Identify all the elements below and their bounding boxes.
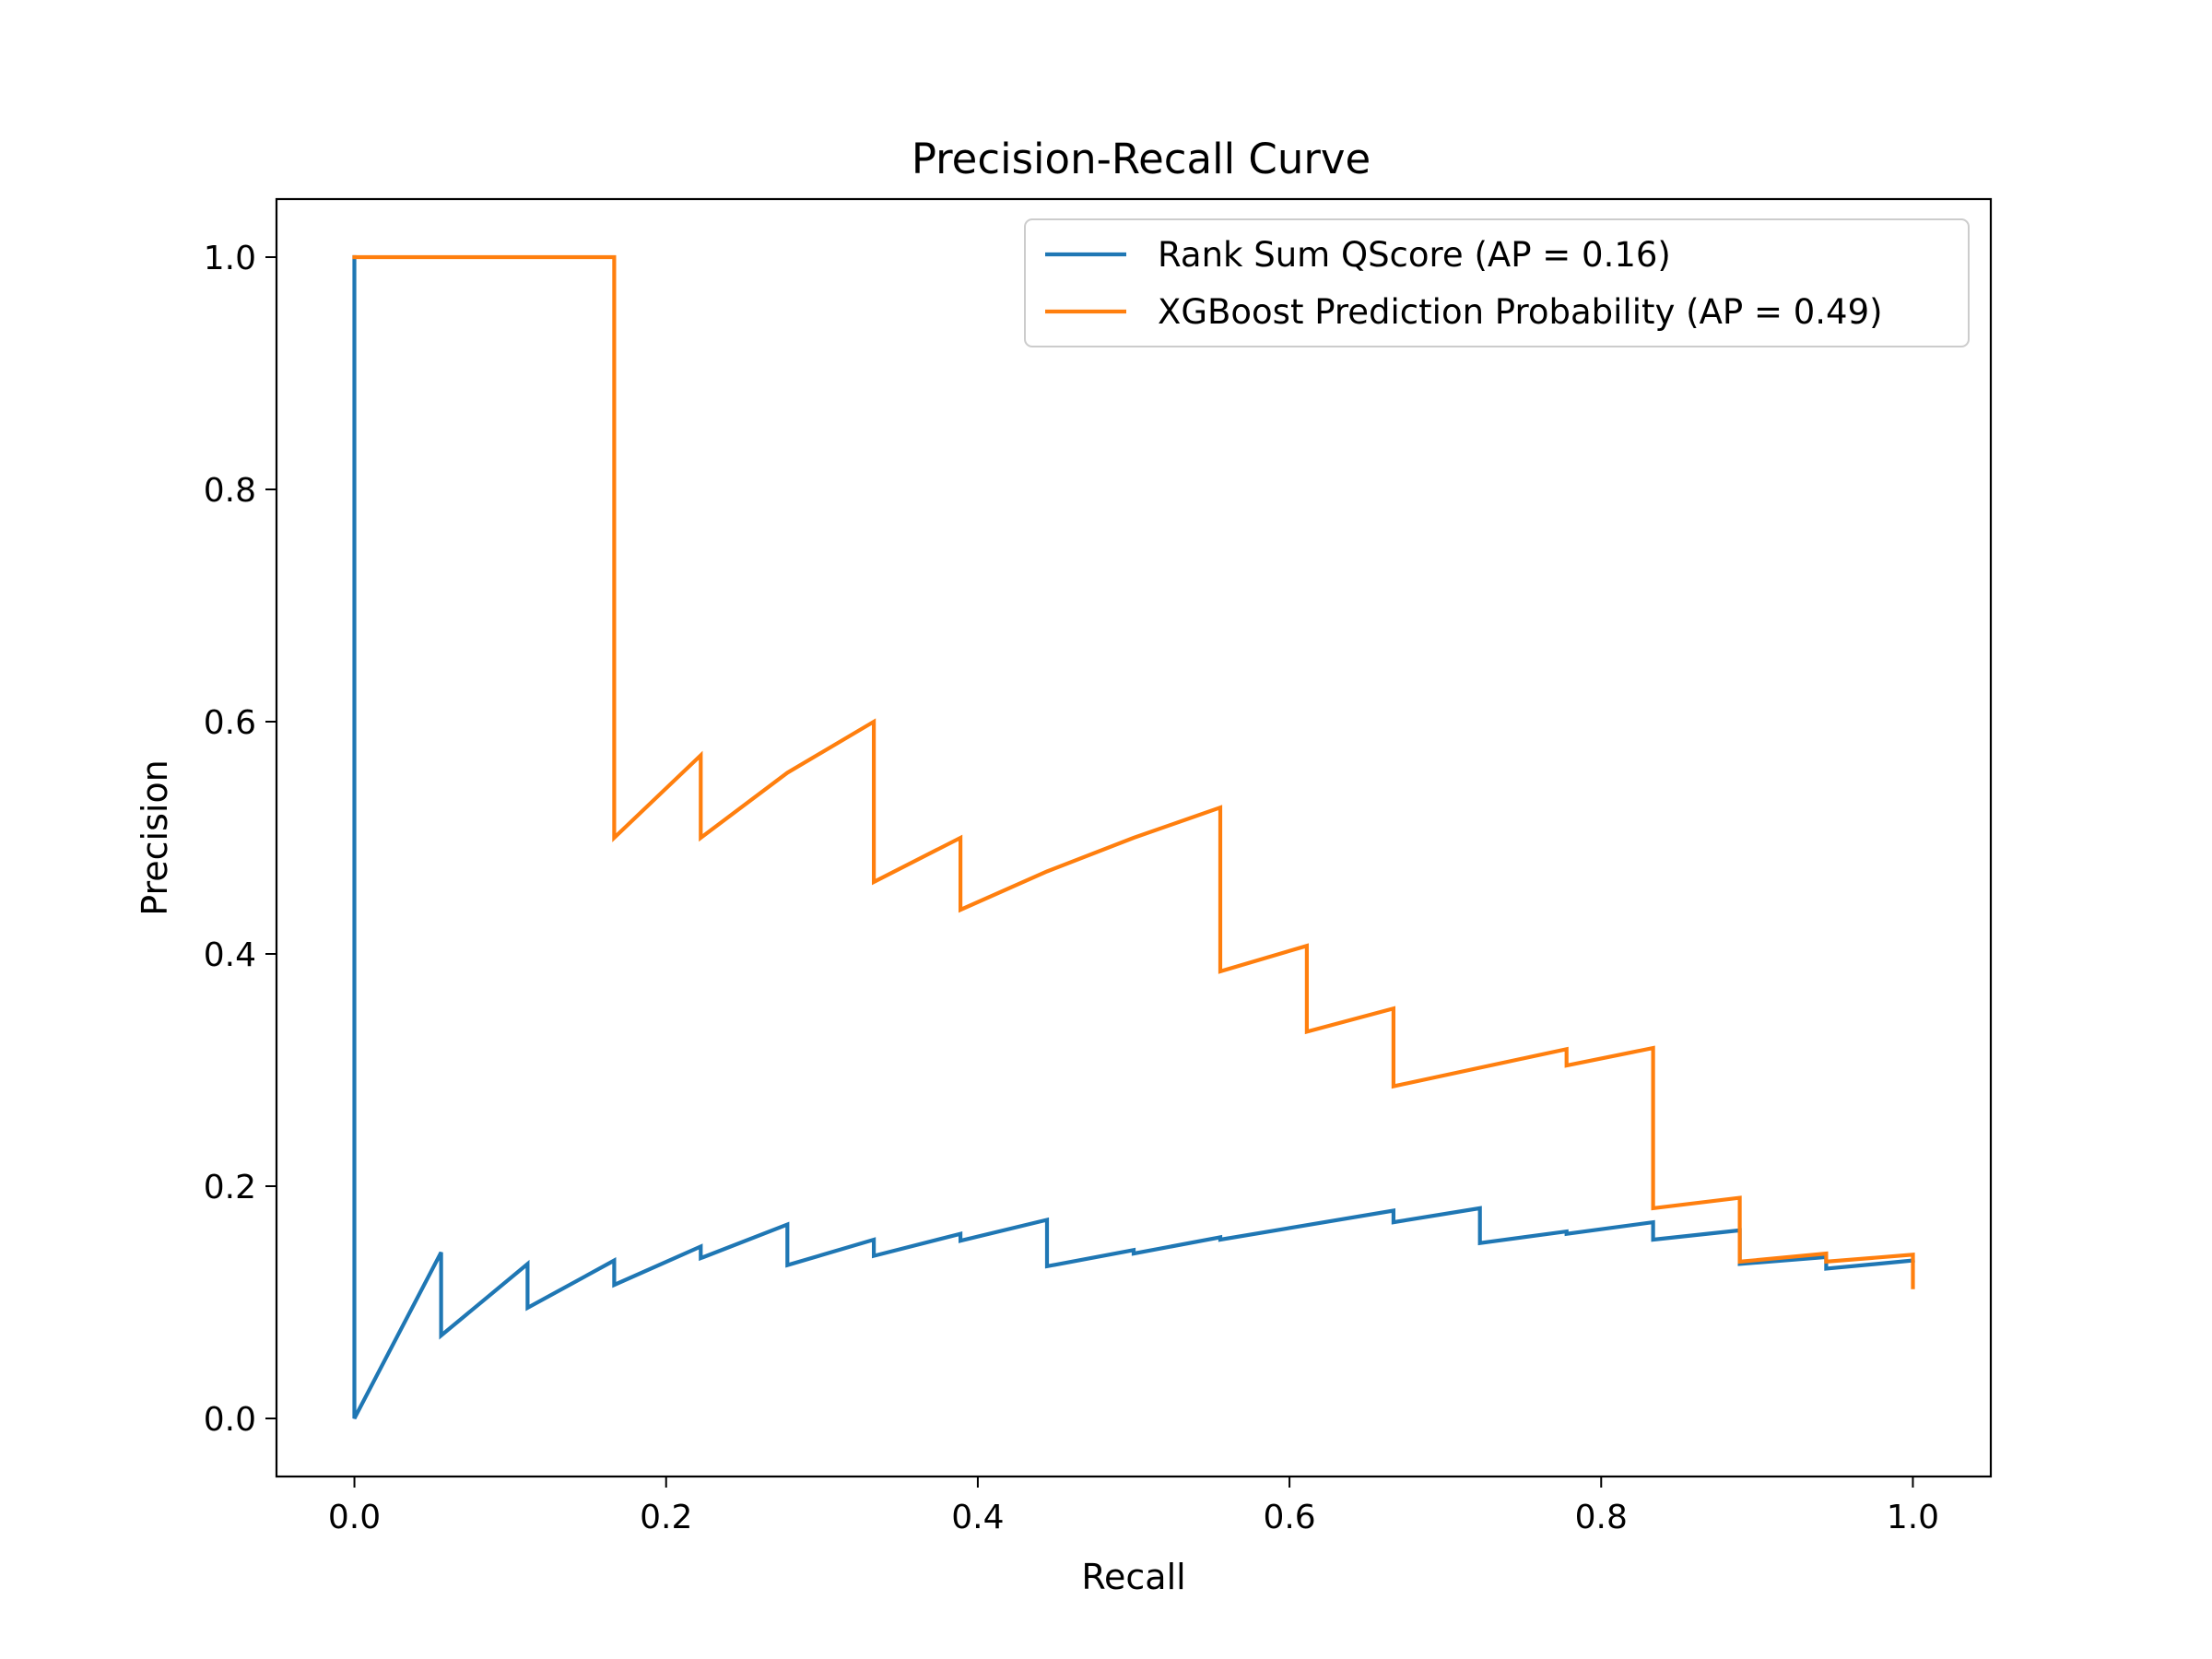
x-tick-label: 0.2 <box>640 1499 692 1536</box>
y-axis-ticks: 0.0 0.2 0.4 0.6 0.8 1.0 <box>204 240 276 1439</box>
y-tick-label: 0.0 <box>204 1401 256 1439</box>
x-tick-label: 0.6 <box>1263 1499 1315 1536</box>
legend: Rank Sum QScore (AP = 0.16) XGBoost Predi… <box>1024 218 1970 347</box>
x-tick-label: 0.4 <box>951 1499 1004 1536</box>
y-tick-label: 0.2 <box>204 1169 256 1206</box>
y-tick-label: 0.4 <box>204 936 256 974</box>
legend-box <box>1024 218 1970 347</box>
legend-label-1: Rank Sum QScore (AP = 0.16) <box>1158 235 1671 275</box>
y-tick-label: 0.8 <box>204 472 256 510</box>
plot-frame <box>275 197 1993 1478</box>
x-tick-label: 0.8 <box>1575 1499 1628 1536</box>
series-line-2 <box>352 254 1915 1289</box>
series-line-1 <box>352 254 1915 1419</box>
legend-label-2: XGBoost Prediction Probability (AP = 0.4… <box>1158 292 1883 332</box>
x-axis-ticks: 0.0 0.2 0.4 0.6 0.8 1.0 <box>328 1477 1939 1536</box>
x-axis-label: Recall <box>1081 1557 1185 1597</box>
y-axis-label: Precision <box>135 759 175 916</box>
x-tick-label: 1.0 <box>1887 1499 1939 1536</box>
plot-area <box>275 197 1993 1478</box>
x-tick-label: 0.0 <box>328 1499 381 1536</box>
y-tick-label: 1.0 <box>204 240 256 277</box>
y-tick-label: 0.6 <box>204 704 256 742</box>
chart-title: Precision-Recall Curve <box>912 135 1371 183</box>
series-layer <box>352 254 1915 1419</box>
